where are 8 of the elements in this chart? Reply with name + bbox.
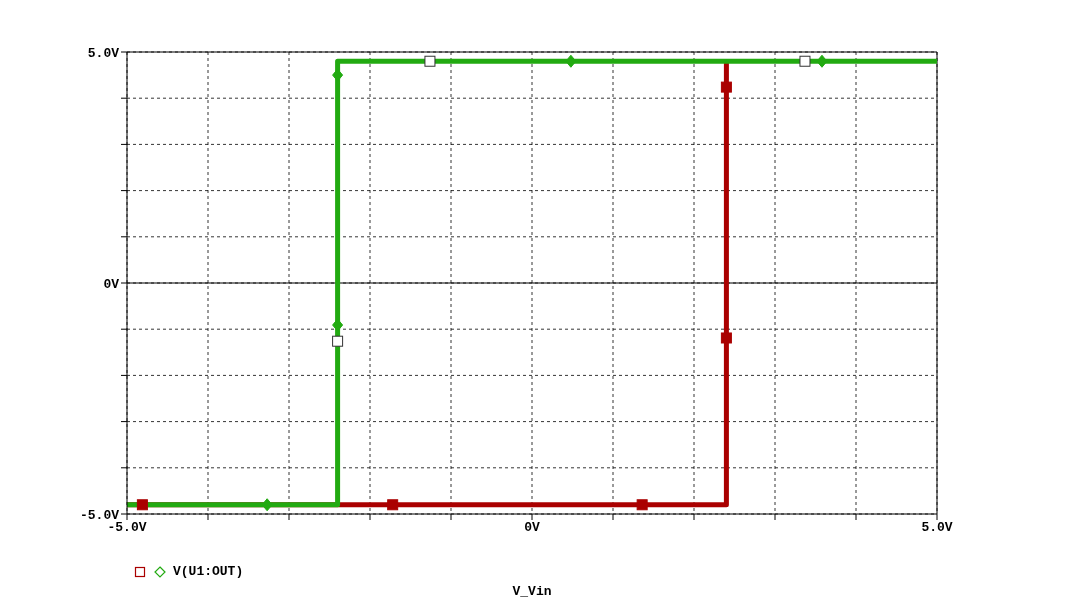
x-tick-label: -5.0V	[107, 520, 147, 536]
x-tick-label: 5.0V	[921, 520, 953, 536]
y-tick-label: 0V	[103, 276, 120, 292]
x-axis-title: V_Vin	[511, 584, 553, 599]
x-tick-label: 0V	[524, 520, 540, 536]
y-tick-label: -5.0V	[79, 507, 120, 523]
legend-label: V(U1:OUT)	[173, 564, 244, 579]
y-tick-label: 5.0V	[87, 45, 120, 61]
